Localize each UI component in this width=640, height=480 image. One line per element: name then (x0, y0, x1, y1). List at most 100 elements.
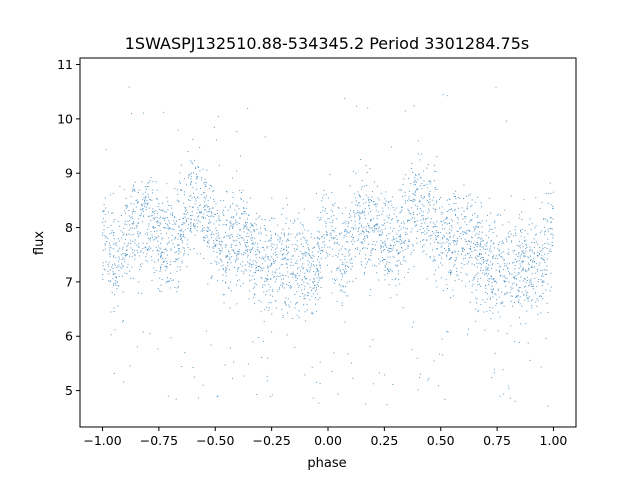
data-point (433, 256, 435, 258)
data-point (178, 253, 180, 255)
data-point (206, 182, 207, 184)
data-point (494, 293, 496, 295)
data-point (319, 264, 321, 266)
data-point (456, 268, 458, 270)
data-point (201, 216, 203, 218)
data-point (490, 297, 491, 299)
data-point (551, 228, 553, 230)
data-point (287, 233, 289, 235)
data-point (204, 209, 206, 211)
data-point (190, 160, 192, 162)
data-point (162, 237, 164, 239)
data-point (509, 263, 511, 265)
data-point (312, 313, 314, 315)
data-point (510, 325, 512, 327)
data-point (294, 294, 296, 295)
data-point (407, 220, 408, 222)
data-point (259, 251, 260, 253)
data-point (351, 362, 352, 364)
data-point (508, 236, 510, 238)
data-point (453, 240, 455, 241)
data-point (222, 269, 224, 270)
data-point (530, 278, 532, 280)
data-point (526, 292, 527, 294)
data-point (321, 276, 323, 278)
data-point (105, 261, 107, 263)
data-point (458, 197, 460, 198)
data-point (345, 233, 347, 235)
data-point (182, 222, 184, 224)
data-point (318, 245, 320, 247)
data-point (217, 212, 218, 214)
data-point (156, 213, 158, 215)
data-point (249, 274, 251, 276)
data-point (358, 227, 360, 229)
data-point (236, 254, 238, 256)
data-point (501, 302, 503, 304)
data-point (108, 265, 110, 267)
data-point (272, 258, 274, 260)
data-point (455, 257, 457, 258)
data-point (396, 294, 398, 296)
data-point (500, 214, 501, 216)
data-point (249, 249, 251, 251)
data-point (254, 303, 256, 305)
data-point (322, 206, 324, 208)
data-point (175, 223, 177, 225)
data-point (542, 281, 544, 283)
data-point (188, 224, 190, 226)
data-point (183, 234, 184, 236)
data-point (196, 177, 198, 179)
data-point (332, 204, 333, 206)
data-point (131, 213, 133, 215)
data-point (417, 389, 419, 391)
data-point (264, 241, 266, 243)
data-point (446, 241, 448, 243)
data-point (145, 209, 147, 211)
data-point (533, 242, 535, 243)
data-point (497, 311, 499, 313)
data-point (276, 275, 278, 277)
data-point (492, 232, 494, 234)
data-point (479, 283, 480, 285)
plot-frame (79, 57, 577, 428)
data-point (516, 278, 518, 280)
data-point (124, 223, 126, 225)
data-point (185, 209, 187, 211)
data-point (145, 188, 147, 190)
data-point (422, 197, 424, 199)
data-point (306, 309, 308, 311)
data-point (246, 226, 248, 228)
data-point (340, 289, 342, 291)
data-point (544, 218, 546, 220)
data-point (469, 230, 471, 232)
data-point (105, 207, 107, 209)
data-point (166, 265, 168, 267)
data-point (204, 181, 206, 183)
data-point (313, 264, 315, 266)
data-point (539, 232, 541, 234)
data-point (344, 273, 346, 274)
data-point (286, 259, 288, 261)
data-point (305, 242, 307, 244)
data-point (377, 197, 379, 199)
data-point (473, 249, 475, 251)
data-point (369, 211, 371, 213)
data-point (325, 225, 327, 227)
data-point (115, 277, 117, 279)
data-point (271, 274, 273, 276)
data-point (223, 294, 225, 296)
data-point (290, 261, 292, 263)
data-point (349, 262, 351, 264)
data-point (307, 243, 309, 245)
data-point (302, 253, 304, 255)
data-point (498, 213, 500, 215)
data-point (523, 240, 525, 242)
data-point (458, 218, 460, 220)
x-tick-label: −0.25 (252, 433, 290, 448)
data-point (291, 273, 293, 275)
data-point (359, 222, 361, 224)
data-point (434, 188, 436, 190)
data-point (255, 242, 257, 244)
data-point (194, 203, 196, 205)
